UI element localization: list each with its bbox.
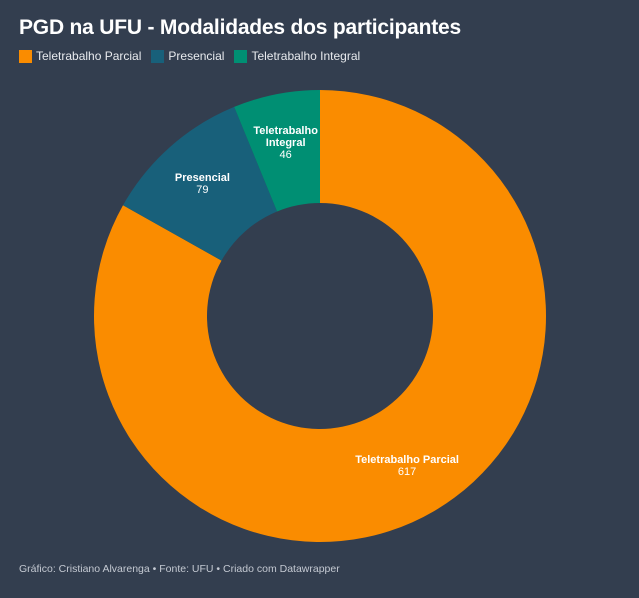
slice-label-value: 79 — [196, 184, 208, 196]
legend: Teletrabalho Parcial Presencial Teletrab… — [19, 49, 370, 63]
legend-item-teletrabalho-integral: Teletrabalho Integral — [234, 49, 360, 63]
donut-slice-presencial — [123, 106, 278, 261]
legend-swatch — [151, 49, 165, 63]
donut-slice-teletrabalho-integral — [234, 90, 320, 212]
slice-label-name: Teletrabalho — [253, 125, 318, 137]
legend-label: Presencial — [168, 49, 225, 63]
legend-swatch — [234, 49, 248, 63]
slice-label-name: Integral — [266, 137, 306, 149]
donut-slice-teletrabalho-parcial — [93, 90, 547, 542]
chart-title: PGD na UFU - Modalidades dos participant… — [19, 16, 462, 39]
slice-label-name: Teletrabalho Parcial — [355, 454, 459, 466]
legend-item-teletrabalho-parcial: Teletrabalho Parcial — [19, 49, 141, 63]
slice-label-name: Presencial — [175, 172, 230, 184]
legend-item-presencial: Presencial — [151, 49, 224, 63]
slice-label-value: 617 — [398, 466, 416, 478]
slice-label-value: 46 — [280, 149, 292, 161]
footer-credits: Gráfico: Cristiano Alvarenga • Fonte: UF… — [19, 563, 340, 575]
legend-swatch — [19, 49, 32, 63]
legend-label: Teletrabalho Integral — [251, 49, 361, 63]
legend-label: Teletrabalho Parcial — [36, 49, 142, 63]
